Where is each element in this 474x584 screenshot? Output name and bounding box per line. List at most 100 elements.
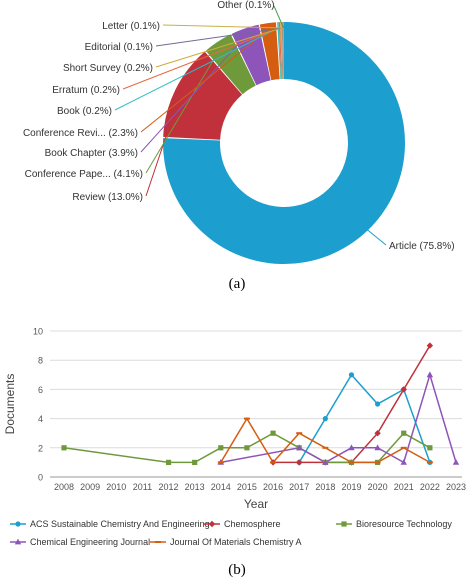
- data-point: [426, 371, 434, 378]
- donut-label: Letter (0.1%): [102, 21, 160, 32]
- donut-label: Short Survey (0.2%): [63, 63, 153, 74]
- data-point: [426, 461, 433, 464]
- legend-item: Chemical Engineering Journal: [10, 537, 150, 547]
- x-tick-label: 2019: [341, 482, 361, 492]
- data-point: [296, 432, 303, 435]
- legend-label: Chemosphere: [224, 519, 281, 529]
- data-point: [426, 342, 434, 349]
- data-point: [427, 445, 433, 451]
- x-tick-label: 2018: [315, 482, 335, 492]
- data-point: [322, 459, 329, 465]
- donut-slice: [283, 22, 284, 80]
- donut-leader-line: [162, 24, 283, 29]
- legend-label: Chemical Engineering Journal: [30, 537, 150, 547]
- x-tick-label: 2021: [394, 482, 414, 492]
- y-tick-label: 0: [38, 473, 43, 483]
- donut-slice: [280, 22, 283, 80]
- data-point: [348, 461, 355, 464]
- y-axis-title: Documents: [3, 374, 17, 435]
- donut-leader-line: [155, 27, 282, 68]
- series-line: [63, 432, 431, 464]
- donut-leader-line: [114, 27, 279, 111]
- x-tick-label: 2017: [289, 482, 309, 492]
- data-point: [341, 521, 347, 527]
- data-point: [270, 430, 276, 436]
- legend-item: Journal Of Materials Chemistry A: [150, 537, 302, 547]
- legend-label: ACS Sustainable Chemistry And Engineerin…: [30, 519, 210, 529]
- data-point: [217, 461, 224, 464]
- data-point: [348, 372, 355, 378]
- legend-item: Chemosphere: [204, 519, 281, 529]
- data-point: [270, 461, 277, 464]
- donut-slice: [277, 22, 282, 80]
- donut-slice: [163, 51, 243, 140]
- data-point: [322, 446, 329, 449]
- donut-leader-line: [140, 28, 270, 133]
- legend-label: Journal Of Materials Chemistry A: [170, 537, 302, 547]
- data-point: [155, 541, 161, 543]
- data-point: [374, 430, 381, 437]
- donut-label: Conference Revi... (2.3%): [23, 128, 138, 139]
- donut-slice: [282, 22, 284, 80]
- data-point: [322, 416, 328, 422]
- data-point: [15, 521, 21, 527]
- donut-label: Book (0.2%): [57, 106, 112, 117]
- donut-slice: [281, 22, 284, 80]
- x-tick-label: 2022: [420, 482, 440, 492]
- donut-label: Article (75.8%): [389, 241, 455, 252]
- data-point: [400, 459, 407, 465]
- x-tick-label: 2010: [106, 482, 126, 492]
- data-point: [452, 459, 460, 465]
- x-tick-label: 2020: [368, 482, 388, 492]
- y-tick-label: 2: [38, 443, 43, 453]
- donut-leader-line: [122, 27, 280, 90]
- legend-label: Bioresource Technology: [356, 519, 452, 529]
- x-tick-label: 2011: [133, 482, 152, 492]
- data-point: [374, 444, 381, 451]
- data-point: [348, 444, 355, 451]
- data-point: [401, 430, 407, 436]
- x-tick-label: 2012: [159, 482, 179, 492]
- x-tick-label: 2009: [80, 482, 100, 492]
- donut-slice: [278, 22, 282, 80]
- data-point: [14, 538, 22, 545]
- series-line: [220, 372, 457, 464]
- series-line: [298, 373, 431, 463]
- donut-leader-line: [155, 27, 283, 47]
- donut-label: Editorial (0.1%): [85, 42, 153, 53]
- y-tick-label: 6: [38, 385, 43, 395]
- panel-a-caption: (a): [229, 276, 246, 292]
- legend-item: ACS Sustainable Chemistry And Engineerin…: [10, 519, 210, 529]
- data-point: [375, 401, 381, 407]
- donut-leader-line: [140, 33, 248, 153]
- x-tick-label: 2008: [54, 482, 74, 492]
- x-tick-label: 2014: [211, 482, 231, 492]
- data-point: [244, 445, 250, 451]
- x-tick-label: 2013: [185, 482, 205, 492]
- data-point: [374, 461, 381, 464]
- donut-label: Book Chapter (3.9%): [45, 148, 138, 159]
- x-tick-label: 2016: [263, 482, 283, 492]
- y-tick-label: 8: [38, 356, 43, 366]
- data-point: [400, 446, 407, 449]
- donut-chart: Article (75.8%) Review (13.0%) Conference …: [23, 0, 455, 264]
- line-chart: 0 2 4 6 8 10 2008 2009 2010 2011 2012 2013 2014 2015 2…: [3, 327, 466, 548]
- donut-label: Erratum (0.2%): [52, 85, 120, 96]
- y-tick-label: 4: [38, 414, 43, 424]
- data-point: [61, 445, 67, 451]
- donut-slice: [259, 22, 280, 81]
- y-tick-label: 10: [33, 327, 43, 337]
- donut-leader-line: [145, 46, 222, 174]
- x-tick-label: 2023: [446, 482, 466, 492]
- data-point: [218, 445, 224, 451]
- x-axis-title: Year: [244, 497, 268, 511]
- data-point: [296, 444, 303, 451]
- donut-label: Other (0.1%): [217, 0, 274, 11]
- donut-slice: [163, 22, 405, 264]
- donut-label: Conference Pape... (4.1%): [25, 169, 143, 180]
- data-point: [192, 459, 198, 465]
- data-point: [400, 386, 407, 393]
- donut-leader-line: [273, 5, 285, 29]
- donut-slice: [205, 34, 256, 95]
- data-point: [208, 520, 216, 528]
